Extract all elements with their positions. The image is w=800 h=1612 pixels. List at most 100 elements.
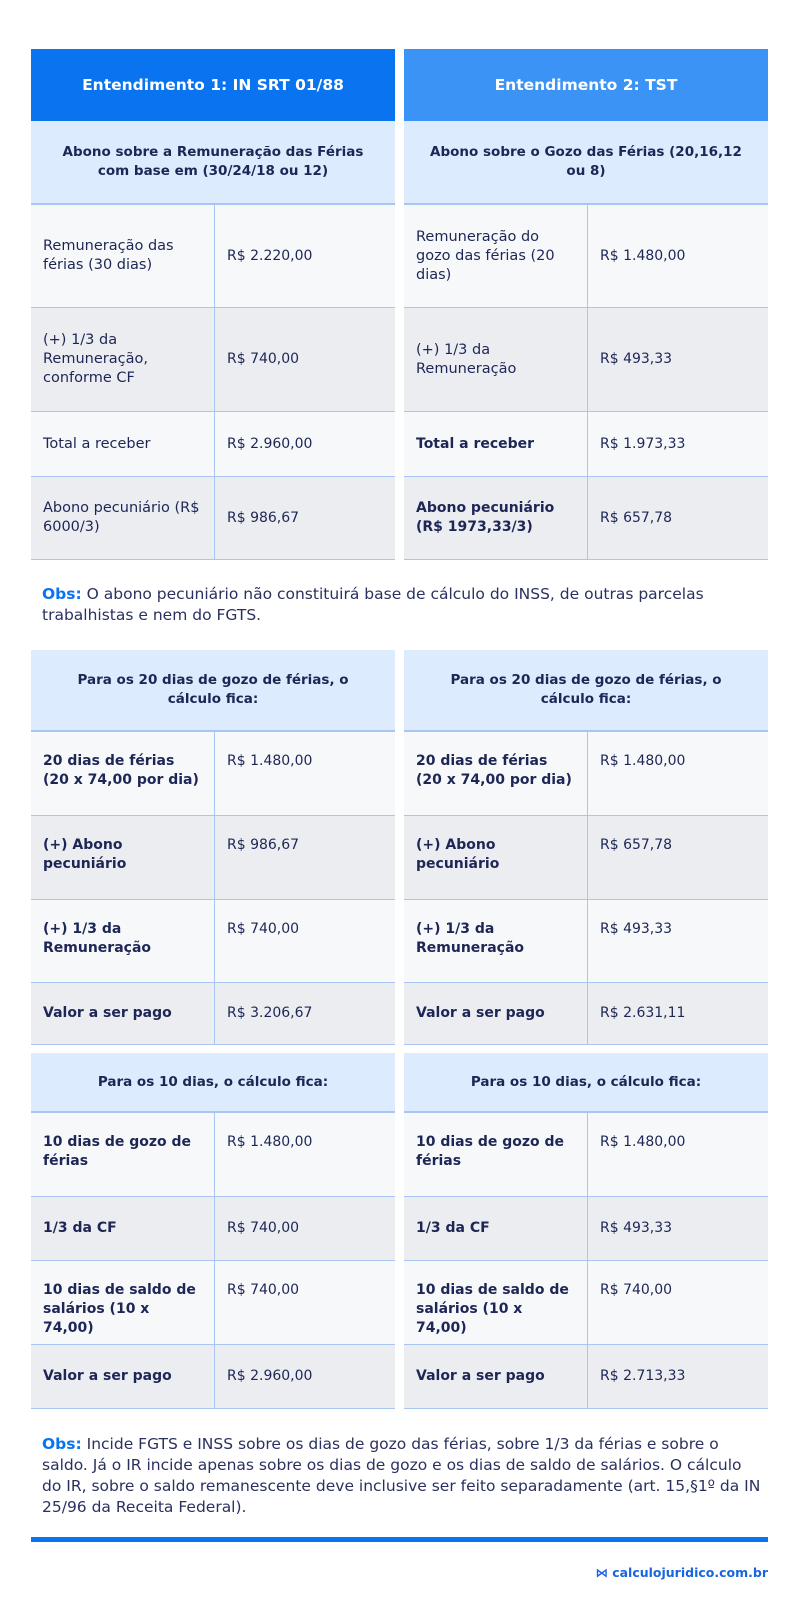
row-label: 10 dias de saldo de salários (10 x 74,00…	[31, 1261, 215, 1344]
row-value: R$ 740,00	[227, 1282, 300, 1298]
obs-note-1: Obs: O abono pecuniário não constituirá …	[42, 585, 704, 624]
table-row: 1/3 da CF R$ 740,00	[31, 1197, 395, 1261]
row-value: R$ 493,33	[600, 1220, 673, 1236]
row-label: Total a receber	[404, 412, 588, 476]
row-label: Valor a ser pago	[31, 983, 215, 1044]
table-row: Valor a ser pago R$ 2.713,33	[404, 1345, 768, 1409]
table-row: 10 dias de saldo de salários (10 x 74,00…	[404, 1261, 768, 1345]
table-row: 20 dias de férias (20 x 74,00 por dia) R$…	[31, 732, 395, 816]
row-label: Valor a ser pago	[404, 1345, 588, 1408]
footer-brand: ⋈ calculojuridico.com.br	[595, 1565, 768, 1580]
table-body: 10 dias de gozo de férias R$ 1.480,00 1/3 …	[31, 1113, 395, 1409]
table-subtitle: Abono sobre o Gozo das Férias (20,16,12 …	[404, 121, 768, 205]
row-value: R$ 1.480,00	[227, 1134, 313, 1150]
row-label: 20 dias de férias (20 x 74,00 por dia)	[404, 732, 588, 815]
table-body: Remuneração das férias (30 dias) R$ 2.220…	[31, 205, 395, 560]
table-body: Remuneração do gozo das férias (20 dias)…	[404, 205, 768, 560]
table-row: Abono pecuniário (R$ 6000/3) R$ 986,67	[31, 477, 395, 560]
row-value: R$ 986,67	[227, 509, 300, 526]
table-row: Remuneração do gozo das férias (20 dias)…	[404, 205, 768, 308]
row-value: R$ 1.480,00	[600, 753, 686, 769]
table-row: (+) 1/3 da Remuneração, conforme CF R$ 74…	[31, 308, 395, 412]
table-row: Total a receber R$ 2.960,00	[31, 412, 395, 477]
table-row: Valor a ser pago R$ 2.960,00	[31, 1345, 395, 1409]
table-row: (+) 1/3 da Remuneração R$ 493,33	[404, 308, 768, 412]
row-value: R$ 2.631,11	[600, 1005, 686, 1021]
table-row: 10 dias de saldo de salários (10 x 74,00…	[31, 1261, 395, 1345]
table-row: Valor a ser pago R$ 2.631,11	[404, 983, 768, 1045]
row-value: R$ 1.480,00	[600, 1134, 686, 1150]
table-right: Para os 10 dias, o cálculo fica: 10 dias …	[404, 1053, 768, 1409]
table-subtitle: Para os 10 dias, o cálculo fica:	[404, 1053, 768, 1113]
row-value: R$ 657,78	[600, 509, 673, 526]
obs-note-2: Obs: Incide FGTS e INSS sobre os dias de…	[42, 1435, 761, 1516]
row-value: R$ 740,00	[600, 1282, 673, 1298]
row-label: (+) 1/3 da Remuneração, conforme CF	[31, 308, 215, 411]
row-label: 1/3 da CF	[31, 1197, 215, 1260]
table-row: Total a receber R$ 1.973,33	[404, 412, 768, 477]
row-label: Abono pecuniário (R$ 1973,33/3)	[404, 477, 588, 559]
table-row: 10 dias de gozo de férias R$ 1.480,00	[31, 1113, 395, 1197]
row-label: Total a receber	[31, 412, 215, 476]
row-label: 10 dias de saldo de salários (10 x 74,00…	[404, 1261, 588, 1344]
table-row: (+) Abono pecuniário R$ 986,67	[31, 816, 395, 900]
table-right: Entendimento 2: TST Abono sobre o Gozo da…	[404, 49, 768, 560]
row-value: R$ 740,00	[227, 921, 300, 937]
table-subtitle: Para os 10 dias, o cálculo fica:	[31, 1053, 395, 1113]
divider-bar	[31, 1537, 768, 1542]
row-value: R$ 2.713,33	[600, 1368, 686, 1384]
row-value: R$ 1.480,00	[227, 753, 313, 769]
section-entendimentos: Entendimento 1: IN SRT 01/88 Abono sobre …	[31, 49, 768, 560]
row-value: R$ 1.480,00	[600, 247, 686, 264]
row-value: R$ 986,67	[227, 837, 300, 853]
table-subtitle: Abono sobre a Remuneração das Férias com…	[31, 121, 395, 205]
row-label: (+) Abono pecuniário	[404, 816, 588, 899]
table-title: Entendimento 2: TST	[404, 49, 768, 121]
row-label: (+) 1/3 da Remuneração	[404, 308, 588, 411]
section-20-dias: Para os 20 dias de gozo de férias, o cál…	[31, 650, 768, 1045]
row-value: R$ 1.973,33	[600, 435, 686, 452]
row-label: 20 dias de férias (20 x 74,00 por dia)	[31, 732, 215, 815]
table-row: 1/3 da CF R$ 493,33	[404, 1197, 768, 1261]
row-value: R$ 2.960,00	[227, 1368, 313, 1384]
row-value: R$ 657,78	[600, 837, 673, 853]
row-value: R$ 493,33	[600, 351, 673, 367]
table-subtitle: Para os 20 dias de gozo de férias, o cál…	[31, 650, 395, 732]
table-row: 20 dias de férias (20 x 74,00 por dia) R$…	[404, 732, 768, 816]
table-row: (+) 1/3 da Remuneração R$ 493,33	[404, 900, 768, 983]
row-label: Abono pecuniário (R$ 6000/3)	[31, 477, 215, 559]
table-left: Para os 10 dias, o cálculo fica: 10 dias …	[31, 1053, 395, 1409]
table-row: (+) 1/3 da Remuneração R$ 740,00	[31, 900, 395, 983]
row-label: Remuneração do gozo das férias (20 dias)	[404, 205, 588, 307]
table-row: Valor a ser pago R$ 3.206,67	[31, 983, 395, 1045]
calculo-juridico-logo-icon: ⋈	[595, 1565, 613, 1580]
row-label: Valor a ser pago	[404, 983, 588, 1044]
table-row: Abono pecuniário (R$ 1973,33/3) R$ 657,78	[404, 477, 768, 560]
table-right: Para os 20 dias de gozo de férias, o cál…	[404, 650, 768, 1045]
table-row: 10 dias de gozo de férias R$ 1.480,00	[404, 1113, 768, 1197]
table-title: Entendimento 1: IN SRT 01/88	[31, 49, 395, 121]
row-label: (+) 1/3 da Remuneração	[404, 900, 588, 982]
table-left: Entendimento 1: IN SRT 01/88 Abono sobre …	[31, 49, 395, 560]
row-label: (+) Abono pecuniário	[31, 816, 215, 899]
table-row: Remuneração das férias (30 dias) R$ 2.220…	[31, 205, 395, 308]
row-value: R$ 740,00	[227, 1220, 300, 1236]
row-value: R$ 740,00	[227, 351, 300, 367]
table-body: 10 dias de gozo de férias R$ 1.480,00 1/3 …	[404, 1113, 768, 1409]
table-row: (+) Abono pecuniário R$ 657,78	[404, 816, 768, 900]
row-label: (+) 1/3 da Remuneração	[31, 900, 215, 982]
table-body: 20 dias de férias (20 x 74,00 por dia) R$…	[404, 732, 768, 1045]
row-value: R$ 493,33	[600, 921, 673, 937]
table-left: Para os 20 dias de gozo de férias, o cál…	[31, 650, 395, 1045]
row-label: Valor a ser pago	[31, 1345, 215, 1408]
row-value: R$ 2.960,00	[227, 435, 313, 452]
row-value: R$ 2.220,00	[227, 247, 313, 264]
row-label: 1/3 da CF	[404, 1197, 588, 1260]
row-label: 10 dias de gozo de férias	[31, 1113, 215, 1196]
row-label: Remuneração das férias (30 dias)	[31, 205, 215, 307]
row-label: 10 dias de gozo de férias	[404, 1113, 588, 1196]
row-value: R$ 3.206,67	[227, 1005, 313, 1021]
section-10-dias: Para os 10 dias, o cálculo fica: 10 dias …	[31, 1053, 768, 1409]
table-subtitle: Para os 20 dias de gozo de férias, o cál…	[404, 650, 768, 732]
table-body: 20 dias de férias (20 x 74,00 por dia) R$…	[31, 732, 395, 1045]
